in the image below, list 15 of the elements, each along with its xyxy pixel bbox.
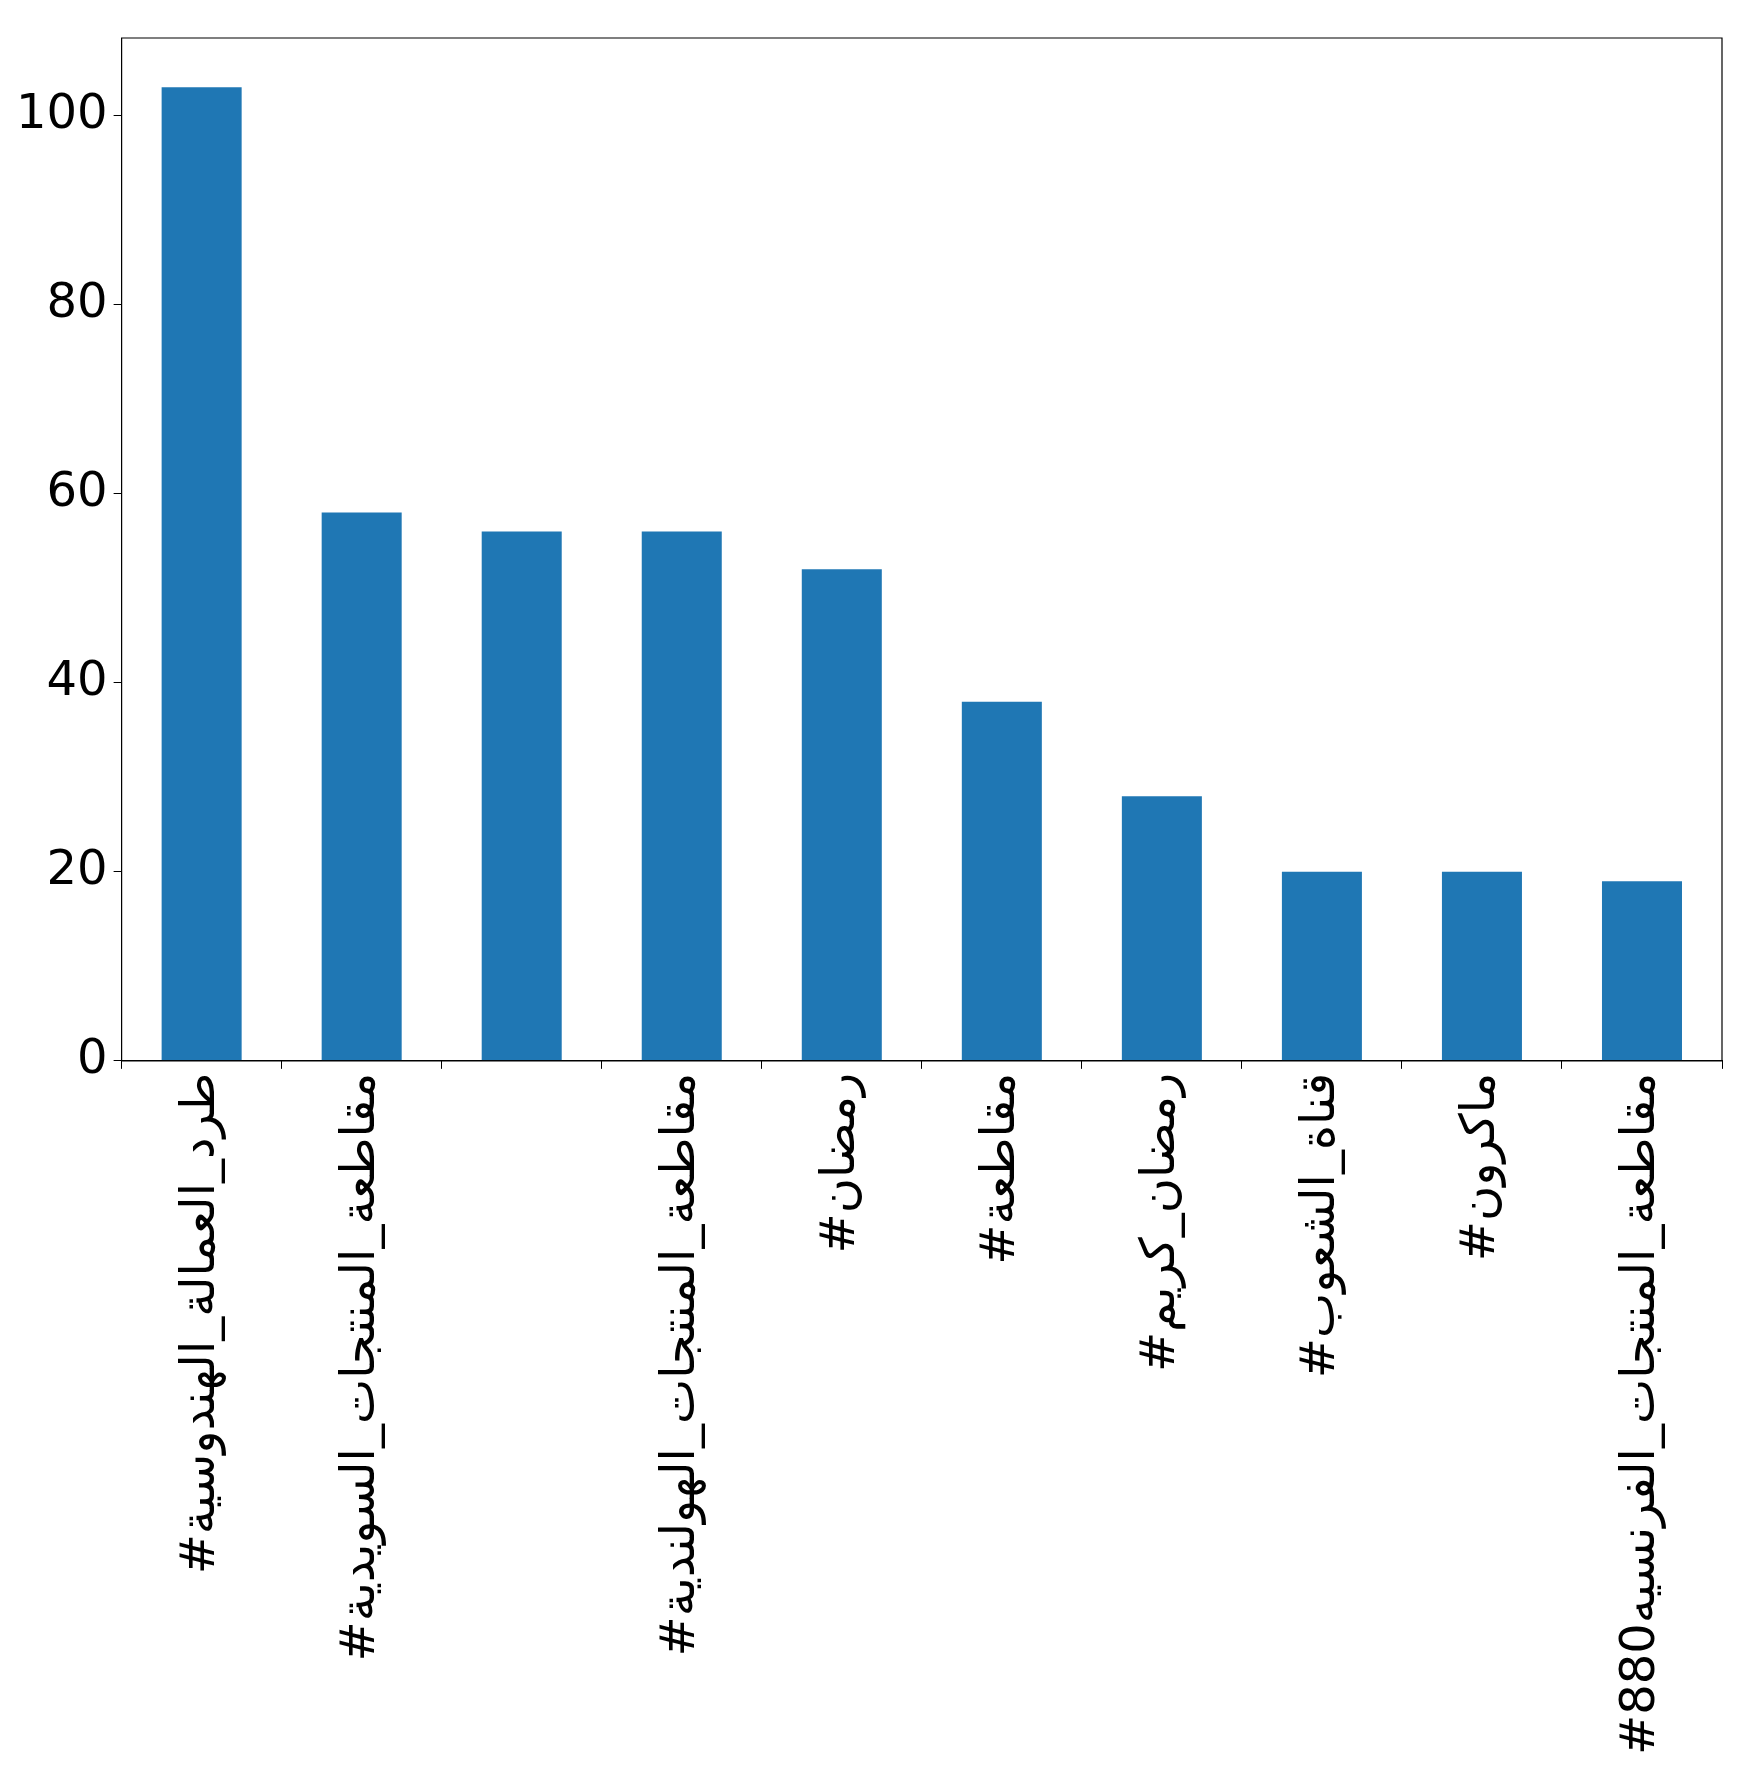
x-tick-label: #مقاطعة — [969, 1072, 1026, 1265]
x-tick-label: #قناة_الشعوب — [1289, 1072, 1347, 1379]
y-tick-label: 100 — [15, 82, 108, 139]
x-tick-label: #مقاطعة_المنتجات_الهولندية — [649, 1072, 707, 1657]
x-tick-label: #مقاطعة_المنتجات_السويدية — [329, 1072, 387, 1662]
x-tick-label: #طرد_العمالة_الهندوسية — [169, 1072, 227, 1575]
y-tick-label: 0 — [77, 1028, 108, 1085]
y-tick-label: 80 — [46, 272, 108, 329]
y-tick-label: 40 — [46, 650, 108, 707]
y-tick-label: 60 — [46, 461, 108, 518]
x-tick-label: #رمضان — [809, 1072, 867, 1254]
x-tick-label: #رمضان_كريم — [1129, 1072, 1187, 1373]
y-tick-label: 20 — [46, 839, 108, 896]
x-tick-label: #ماكرون — [1449, 1072, 1507, 1262]
x-tick-label: #مقاطعة_المنتجات_الفرنسيه880 — [1609, 1072, 1667, 1756]
